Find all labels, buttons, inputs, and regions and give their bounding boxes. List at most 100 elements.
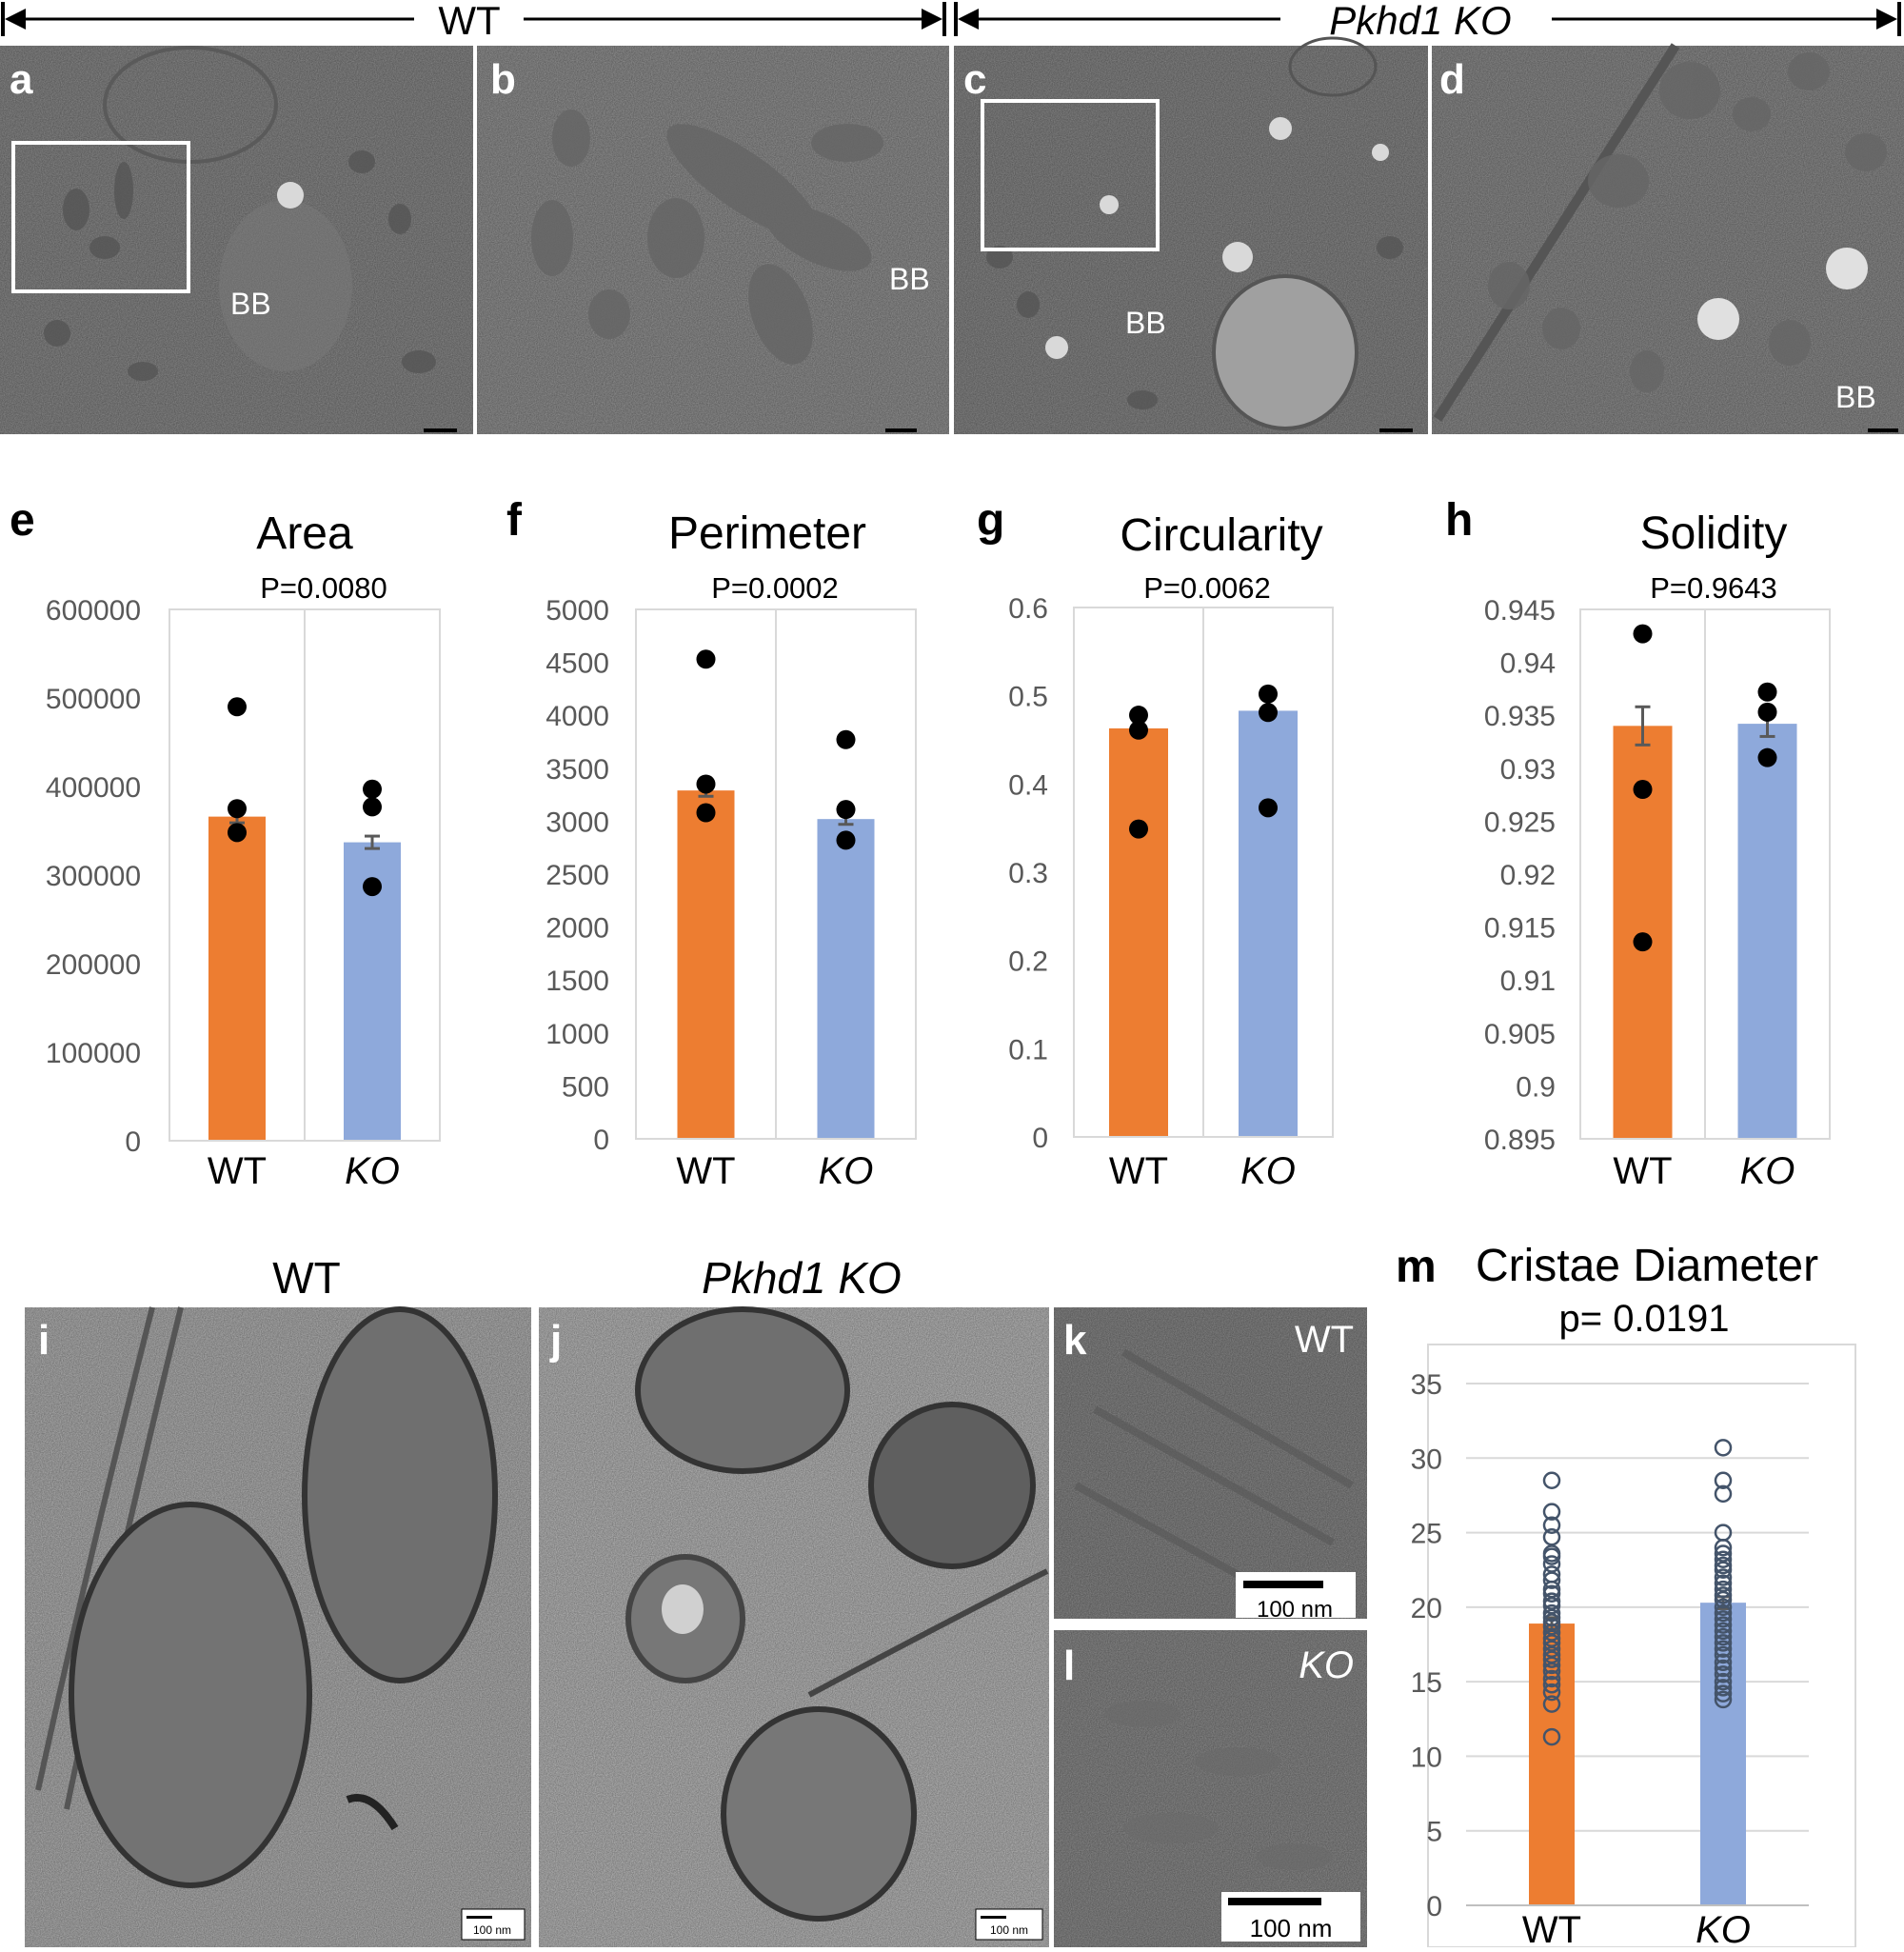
- chart-m-point-wt: [1542, 1669, 1561, 1688]
- chart-g-ytick-label: 0.3: [1008, 858, 1048, 889]
- chart-h-pvalue: P=0.9643: [1650, 571, 1777, 605]
- chart-m-ytick-label: 30: [1411, 1444, 1442, 1475]
- bottom-micrograph-row: WT Pkhd1 KO i 100 nm j: [25, 1253, 1367, 1947]
- chart-m-point-ko: [1714, 1622, 1733, 1641]
- chart-f-ytick-label: 3500: [545, 754, 609, 786]
- chart-m-point-wt: [1542, 1683, 1561, 1702]
- chart-h-point-ko: [1757, 702, 1777, 722]
- chart-e-title: Area: [256, 508, 353, 559]
- chart-f-panel-letter: f: [506, 495, 523, 546]
- chart-g-category-label: WT: [1109, 1150, 1168, 1192]
- chart-m-point-wt: [1542, 1471, 1561, 1490]
- chart-m: 0 5 10 15 20 25 30 35 WT KO m Cristae Diameter p= 0.…: [1396, 1241, 1856, 1951]
- chart-f-point-wt: [696, 774, 716, 794]
- chart-e-pvalue: P=0.0080: [260, 571, 387, 605]
- chart-f-title: Perimeter: [668, 508, 866, 559]
- chart-h-ytick-label: 0.925: [1484, 807, 1556, 838]
- chart-f-point-ko: [836, 729, 856, 749]
- chart-m-point-ko: [1714, 1659, 1733, 1678]
- chart-f-point-ko: [836, 800, 856, 820]
- chart-m-point-ko: [1714, 1616, 1733, 1634]
- chart-m-point-ko: [1714, 1672, 1733, 1691]
- chart-m-point-ko: [1714, 1665, 1733, 1683]
- chart-g-bar-ko: [1239, 710, 1298, 1137]
- panel-a-scale-bar: [424, 428, 457, 432]
- chart-f-point-wt: [696, 649, 716, 669]
- top-micrograph-row: a BB b BB: [0, 36, 1904, 434]
- chart-g-bar-wt: [1109, 727, 1168, 1137]
- chart-e-bar-wt: [208, 816, 266, 1141]
- chart-m-panel-letter: m: [1396, 1242, 1437, 1292]
- chart-g: 0 0.1 0.2 0.3 0.4 0.5 0.6 WT KO g Circularity P=0.0…: [977, 495, 1334, 1192]
- chart-m-frame: [1427, 1344, 1856, 1948]
- chart-m-point-wt: [1542, 1676, 1561, 1694]
- chart-g-ytick-label: 0.5: [1008, 682, 1048, 713]
- chart-g-ytick-label: 0.4: [1008, 769, 1048, 801]
- chart-f-ytick-label: 1500: [545, 966, 609, 997]
- chart-g-category-label: KO: [1240, 1150, 1296, 1192]
- chart-h-ytick-label: 0.915: [1484, 913, 1556, 945]
- micrograph-panel-a: a BB: [0, 46, 473, 434]
- micrograph-panel-i: i 100 nm: [25, 1306, 531, 1947]
- chart-h-ytick-label: 0.935: [1484, 701, 1556, 732]
- chart-g-panel-letter: g: [977, 495, 1004, 546]
- chart-e-ytick-label: 400000: [46, 772, 141, 804]
- chart-m-point-ko: [1714, 1610, 1733, 1628]
- chart-h-ytick-label: 0.94: [1500, 648, 1556, 680]
- chart-m-point-wt: [1542, 1662, 1561, 1681]
- chart-m-point-wt: [1542, 1571, 1561, 1589]
- chart-e-category-label: KO: [345, 1150, 400, 1192]
- panel-a-letter: a: [10, 56, 33, 103]
- chart-g-point-ko: [1259, 703, 1278, 723]
- chart-m-category-label: WT: [1522, 1909, 1581, 1947]
- chart-e-point-ko: [363, 779, 382, 799]
- panel-l-letter: l: [1063, 1643, 1075, 1689]
- chart-e-panel-letter: e: [10, 495, 35, 546]
- chart-e-ytick-label: 200000: [46, 949, 141, 981]
- chart-m-point-ko: [1714, 1645, 1733, 1664]
- panel-b-scale-bar: [885, 428, 917, 432]
- chart-m-point-ko: [1714, 1627, 1733, 1646]
- chart-g-ytick-label: 0.2: [1008, 946, 1048, 978]
- chart-m-point-ko: [1714, 1634, 1733, 1652]
- chart-m-point-wt: [1542, 1503, 1561, 1521]
- chart-f-ytick-label: 1000: [545, 1019, 609, 1050]
- panel-k-tag: WT: [1295, 1319, 1354, 1361]
- panel-j-scale-label: 100 nm: [990, 1923, 1028, 1937]
- chart-m-ytick-label: 20: [1411, 1593, 1442, 1624]
- panel-d-letter: d: [1439, 56, 1465, 103]
- chart-h-bar-ko: [1737, 724, 1797, 1139]
- chart-e: 0 100000 200000 300000 400000 500000 600000 WT K…: [10, 495, 441, 1192]
- chart-e-point-wt: [228, 799, 247, 819]
- panel-b-letter: b: [490, 56, 516, 103]
- chart-m-point-ko: [1714, 1556, 1733, 1575]
- chart-m-point-ko: [1714, 1568, 1733, 1586]
- chart-h-point-wt: [1633, 780, 1653, 800]
- chart-f-bar-ko: [817, 819, 875, 1139]
- chart-m-point-ko: [1714, 1580, 1733, 1599]
- chart-g-point-ko: [1259, 684, 1278, 704]
- chart-g-point-wt: [1129, 706, 1148, 726]
- chart-m-point-ko: [1714, 1586, 1733, 1604]
- chart-m-point-wt: [1542, 1516, 1561, 1534]
- chart-e-ytick-label: 0: [125, 1126, 141, 1158]
- chart-m-ytick-label: 25: [1411, 1519, 1442, 1550]
- chart-m-point-wt: [1542, 1656, 1561, 1675]
- chart-m-point-ko: [1714, 1640, 1733, 1658]
- ko-group-label: Pkhd1 KO: [1329, 0, 1511, 43]
- panel-l-tag: KO: [1299, 1644, 1354, 1686]
- wt-arrow-right: [922, 9, 942, 30]
- panel-b-bb-label: BB: [889, 262, 930, 296]
- chart-h-point-wt: [1633, 932, 1653, 952]
- chart-e-category-label: WT: [208, 1150, 267, 1192]
- chart-f-point-wt: [696, 803, 716, 823]
- wt-group-label: WT: [438, 0, 500, 43]
- chart-g-pvalue: P=0.0062: [1143, 571, 1271, 605]
- micrograph-panel-c: c BB: [954, 36, 1428, 434]
- chart-h-ytick-label: 0.93: [1500, 754, 1556, 786]
- chart-h-point-ko: [1757, 682, 1777, 702]
- chart-m-point-ko: [1714, 1538, 1733, 1557]
- chart-m-point-wt: [1542, 1695, 1561, 1713]
- chart-m-point-wt: [1542, 1650, 1561, 1668]
